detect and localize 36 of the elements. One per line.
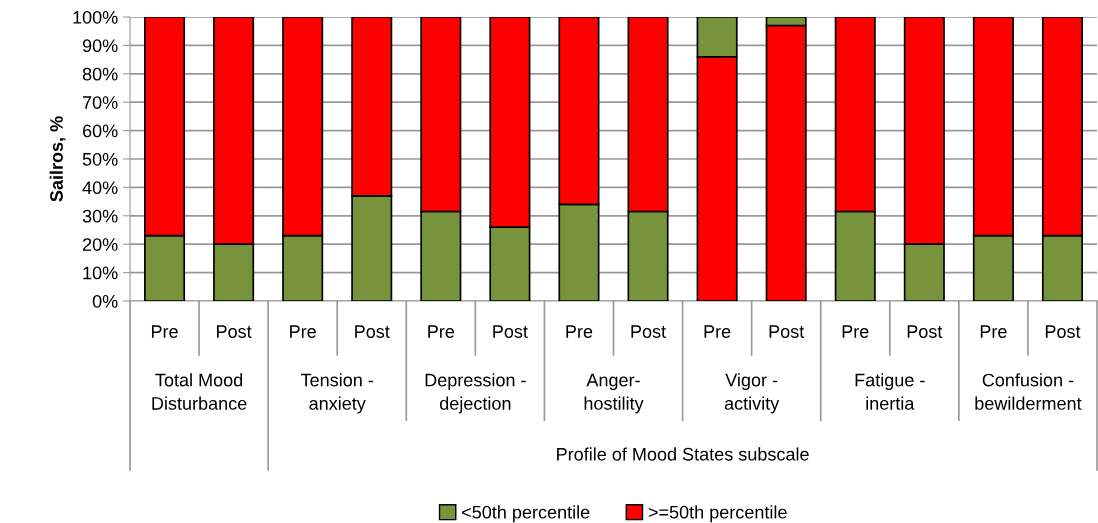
y-axis-title: Sailros, % xyxy=(49,116,66,202)
y-tick-label: 60% xyxy=(82,124,118,138)
x-tick-label: Pre xyxy=(842,325,869,338)
y-tick-label: 90% xyxy=(82,39,118,53)
legend-label: >=50th percentile xyxy=(648,505,787,523)
x-tick-label: Pre xyxy=(428,325,455,338)
x-tick-label: Pre xyxy=(980,325,1007,338)
text: Confusion - bewilderment xyxy=(975,373,1082,410)
text: Total Mood Disturbance xyxy=(152,373,247,410)
text: Profile of Mood States subscale xyxy=(557,447,809,461)
x-tick-label: Post xyxy=(217,325,252,338)
x-tick-label: Post xyxy=(493,325,528,338)
text: Tension - anxiety xyxy=(301,373,374,414)
text: Fatigue - inertia xyxy=(855,373,925,410)
y-tick-label: 70% xyxy=(82,96,118,109)
x-tick-label: Post xyxy=(1045,325,1081,338)
text: Anger- hostility xyxy=(584,373,644,414)
x-tick-label: Pre xyxy=(704,325,731,338)
y-tick-label: 10% xyxy=(83,266,118,280)
x-tick-label: Pre xyxy=(566,325,593,338)
x-tick-label: Post xyxy=(907,325,943,338)
y-tick-label: 0% xyxy=(92,294,118,308)
y-tick-label: 40% xyxy=(82,181,118,195)
x-tick-label: Pre xyxy=(151,325,178,338)
x-tick-label: Pre xyxy=(290,325,316,338)
x-tick-label: Post xyxy=(355,325,390,338)
x-tick-label: Post xyxy=(769,325,805,338)
x-tick-label: Post xyxy=(631,325,666,338)
legend-label: <50th percentile xyxy=(462,505,590,523)
y-tick-label: 30% xyxy=(82,209,118,223)
y-tick-label: 50% xyxy=(82,152,118,166)
y-tick-label: 20% xyxy=(82,238,118,251)
y-tick-label: 80% xyxy=(82,67,118,81)
text: Depression - dejection xyxy=(425,373,526,414)
text: Vigor - activity xyxy=(724,373,780,414)
y-tick-label: 100% xyxy=(73,10,118,24)
